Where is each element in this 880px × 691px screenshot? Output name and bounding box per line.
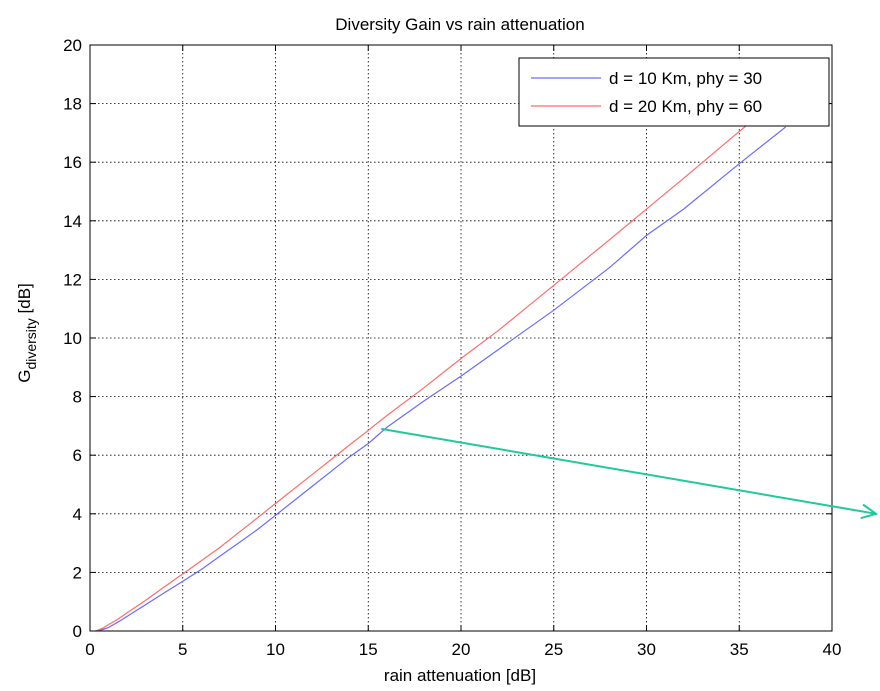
x-tick-label: 35 [730,640,749,659]
x-tick-label: 40 [823,640,842,659]
y-tick-label: 18 [63,95,82,114]
series-line-1 [95,126,786,632]
y-tick-label: 10 [63,329,82,348]
grid [89,44,833,632]
x-axis-title: rain attenuation [dB] [384,666,536,685]
y-tick-label: 12 [63,270,82,289]
y-tick-label: 6 [73,446,82,465]
annotation [381,427,879,520]
series-line-2 [95,97,781,632]
y-tick-label: 8 [73,388,82,407]
y-tick-label: 20 [63,36,82,55]
annotation-arrow-shaft [381,427,877,515]
y-tick-label: 0 [73,622,82,641]
y-tick-label: 4 [73,505,82,524]
y-axis-title-main: G [15,370,34,383]
x-tick-label: 0 [85,640,94,659]
legend: d = 10 Km, phy = 30 d = 20 Km, phy = 60 [518,57,830,127]
y-tick-label: 2 [73,563,82,582]
annotation-arrow-head [860,503,879,520]
legend-label-1: d = 10 Km, phy = 30 [609,69,762,88]
legend-box [518,57,830,127]
x-tick-label: 20 [452,640,471,659]
tick-labels: 0 5 10 15 20 25 30 35 40 0 2 4 6 8 10 12 14 16 18 20 [63,36,841,659]
chart-title: Diversity Gain vs rain attenuation [335,15,584,34]
y-axis-title: Gdiversity [dB] [15,283,39,383]
x-tick-label: 10 [266,640,285,659]
x-tick-label: 15 [359,640,378,659]
x-tick-label: 30 [637,640,656,659]
y-axis-title-suffix: [dB] [15,283,34,318]
x-tick-label: 25 [544,640,563,659]
y-tick-label: 16 [63,153,82,172]
y-axis-title-subscript: diversity [23,318,39,369]
y-tick-label: 14 [63,212,82,231]
series-lines [95,97,786,632]
x-tick-label: 5 [178,640,187,659]
legend-label-2: d = 20 Km, phy = 60 [609,97,762,116]
plot-frame [89,44,833,632]
